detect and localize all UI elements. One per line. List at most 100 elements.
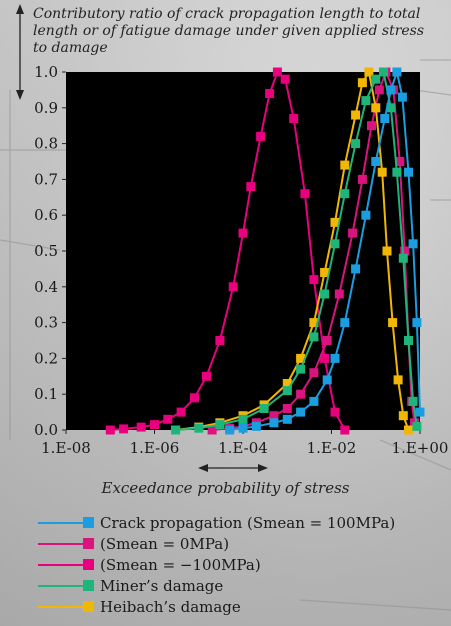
data-point [392,167,402,177]
data-point [265,89,275,98]
data-point [309,275,319,285]
data-point [296,364,306,374]
legend-item: Miner’s damage [38,575,395,596]
data-point [282,404,292,413]
y-tick-label: 0.1 [34,385,58,403]
data-point [386,85,396,95]
x-tick-label: 1.E-02 [307,439,357,457]
data-point [415,407,425,417]
legend-marker [83,600,94,612]
data-point [330,407,340,417]
data-point [119,424,129,434]
data-point [238,414,248,424]
data-point [225,425,235,435]
data-point [150,420,159,430]
data-point [340,318,350,328]
data-point [207,425,217,435]
legend-item: (Smean = −100MPa) [38,554,395,575]
legend-marker [83,537,94,549]
legend-item: Crack propagation (Smean = 100MPa) [38,512,395,533]
data-point [269,418,279,428]
data-point [320,289,330,299]
y-axis-arrowhead-down [16,90,24,100]
data-point [251,421,261,431]
plot-area [66,72,420,430]
data-point [269,411,279,421]
data-point [296,407,306,417]
legend-label: Miner’s damage [100,576,224,595]
data-point [202,371,211,381]
legend-item: (Smean = 0MPa) [38,533,395,554]
data-point [300,189,310,199]
data-point [377,167,387,177]
data-point [412,318,422,328]
legend-label: (Smean = −100MPa) [100,555,261,574]
data-point [408,239,418,249]
data-point [357,78,367,88]
data-point [334,289,344,299]
data-point [351,264,361,274]
data-point [398,411,408,421]
data-point [404,167,413,177]
data-point [371,157,381,166]
data-point [309,396,319,406]
data-point [296,353,306,363]
data-point [280,74,290,84]
data-point [348,228,358,238]
data-point [309,332,319,342]
data-point [171,425,181,435]
data-point [105,425,115,435]
data-point [382,246,392,256]
data-point [282,386,292,396]
data-point [374,85,384,95]
y-tick-label: 0.6 [34,206,58,224]
data-point [272,67,282,77]
y-tick-label: 0.3 [34,314,58,332]
legend-label: Heibach’s damage [100,597,241,616]
data-point [364,67,374,77]
data-point [282,379,292,388]
data-point [259,404,269,413]
data-point [330,239,340,249]
data-point [215,420,225,430]
legend-line [38,516,94,528]
legend-label: Crack propagation (Smean = 100MPa) [100,513,396,532]
data-point [386,103,396,113]
data-point [282,414,292,424]
legend-line [38,600,94,612]
data-point [371,74,381,84]
data-point [296,389,306,399]
data-point [330,353,340,363]
legend-marker [83,516,94,528]
data-point [136,422,146,432]
x-axis-arrowhead-right [258,464,268,472]
legend-marker [83,558,94,570]
series-0 [225,67,425,435]
data-point [190,393,199,403]
data-point [367,121,376,131]
data-point [395,157,405,166]
legend-marker [83,579,94,591]
data-point [340,189,350,199]
legend: Crack propagation (Smean = 100MPa) (Smean… [38,512,395,617]
data-point [176,407,186,417]
data-point [361,210,371,220]
y-tick-label: 1.0 [34,63,58,81]
chart: 0.0 0.1 0.2 0.3 0.4 0.5 0.6 0.7 0.8 0.9 1.0 1.E-08 1… [16,4,448,472]
legend-label: (Smean = 0MPa) [100,534,230,553]
legend-line [38,537,94,549]
data-point [340,160,350,170]
data-point [215,336,225,345]
y-axis-arrowhead-up [16,4,24,14]
y-tick-label: 0.2 [34,349,58,367]
data-point [351,110,361,120]
series-2 [105,67,350,435]
data-point [412,421,422,431]
data-point [379,67,388,77]
data-point [398,253,408,263]
data-point [238,228,248,238]
x-axis-title: Exceedance probability of stress [101,479,350,497]
data-point [361,96,371,106]
y-tick-label: 0.9 [34,99,58,117]
data-point [404,336,413,345]
